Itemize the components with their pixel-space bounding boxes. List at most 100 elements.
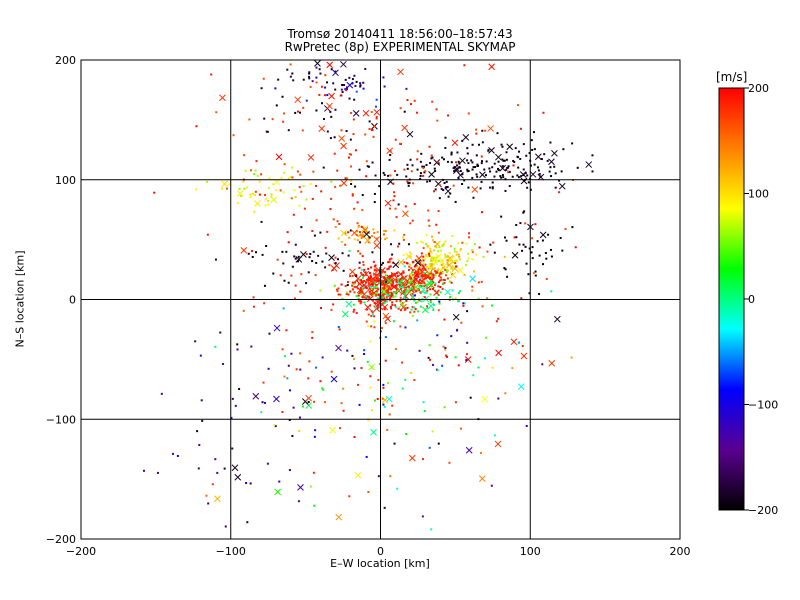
data-point: [445, 255, 448, 258]
data-point: [444, 274, 447, 277]
data-point: [221, 187, 224, 190]
data-point: [352, 303, 355, 306]
data-point: [311, 80, 314, 83]
data-point: [417, 288, 420, 291]
data-point: [427, 219, 430, 222]
data-point: [383, 173, 386, 176]
data-point: [382, 280, 385, 283]
data-point: [401, 285, 404, 288]
data-point: [359, 252, 362, 255]
data-point: [517, 176, 520, 179]
data-point: [398, 242, 401, 245]
data-point-cross: [318, 125, 326, 132]
data-point: [438, 300, 441, 303]
data-point: [321, 387, 324, 390]
data-point: [307, 271, 310, 274]
data-point: [390, 284, 393, 287]
data-point: [336, 258, 339, 261]
data-point: [431, 280, 434, 283]
data-point: [393, 442, 396, 445]
data-point: [347, 231, 350, 234]
data-point: [418, 289, 421, 292]
data-point: [325, 252, 328, 255]
data-point: [364, 285, 367, 288]
data-point: [321, 356, 324, 359]
data-point: [423, 171, 426, 174]
data-point: [501, 174, 504, 177]
data-point: [295, 368, 298, 371]
data-point: [236, 201, 239, 204]
data-point: [348, 495, 351, 498]
data-point: [398, 279, 401, 282]
data-point: [338, 328, 341, 331]
data-point: [394, 306, 397, 309]
data-point: [330, 197, 333, 200]
data-point: [376, 278, 379, 281]
data-point: [430, 259, 433, 262]
data-point: [438, 197, 441, 200]
data-point: [380, 263, 383, 266]
data-point: [322, 388, 325, 391]
data-point: [468, 236, 471, 239]
data-point: [260, 173, 263, 176]
data-point: [458, 166, 461, 169]
data-point: [370, 275, 373, 278]
data-point: [357, 297, 360, 300]
data-point: [364, 133, 367, 136]
data-point: [471, 161, 474, 164]
data-point: [390, 295, 393, 298]
data-point: [511, 367, 514, 370]
data-point: [403, 233, 406, 236]
data-point: [501, 165, 504, 168]
data-points: [142, 60, 594, 531]
data-point: [445, 271, 448, 274]
data-point: [337, 293, 340, 296]
data-point: [300, 226, 303, 229]
data-point: [524, 222, 527, 225]
data-point: [337, 237, 340, 240]
data-point: [360, 367, 363, 370]
data-point: [393, 195, 396, 198]
data-point: [366, 308, 369, 311]
data-point: [319, 380, 322, 383]
data-point: [410, 287, 413, 290]
data-point: [350, 180, 353, 183]
data-point: [390, 243, 393, 246]
data-point: [369, 304, 372, 307]
data-point-cross: [326, 102, 333, 110]
data-point: [214, 258, 217, 261]
data-point: [405, 290, 408, 293]
data-point: [531, 246, 534, 249]
data-point: [387, 285, 390, 288]
data-point: [533, 163, 536, 166]
data-point: [421, 241, 424, 244]
data-point-cross: [529, 170, 537, 178]
data-point: [406, 99, 409, 102]
data-point-cross: [510, 338, 518, 346]
data-point: [344, 243, 347, 246]
data-point: [468, 232, 471, 235]
data-point: [438, 183, 441, 186]
data-point: [407, 184, 410, 187]
data-point: [232, 134, 235, 137]
data-point: [416, 319, 419, 322]
data-point: [564, 228, 567, 231]
data-point-cross: [273, 324, 281, 332]
data-point: [395, 286, 398, 289]
data-point-cross: [548, 359, 556, 367]
data-point: [440, 263, 443, 266]
data-point: [382, 283, 385, 286]
data-point: [529, 188, 532, 191]
data-point: [286, 231, 289, 234]
data-point-cross: [370, 428, 377, 436]
data-point: [196, 430, 199, 433]
data-point: [486, 297, 489, 300]
data-point: [377, 475, 380, 478]
data-point-cross: [553, 315, 561, 323]
data-point-cross: [385, 395, 393, 403]
data-point: [508, 184, 511, 187]
data-point: [358, 266, 361, 269]
data-point: [364, 286, 367, 289]
data-point-cross: [349, 268, 356, 276]
data-point: [548, 170, 551, 173]
